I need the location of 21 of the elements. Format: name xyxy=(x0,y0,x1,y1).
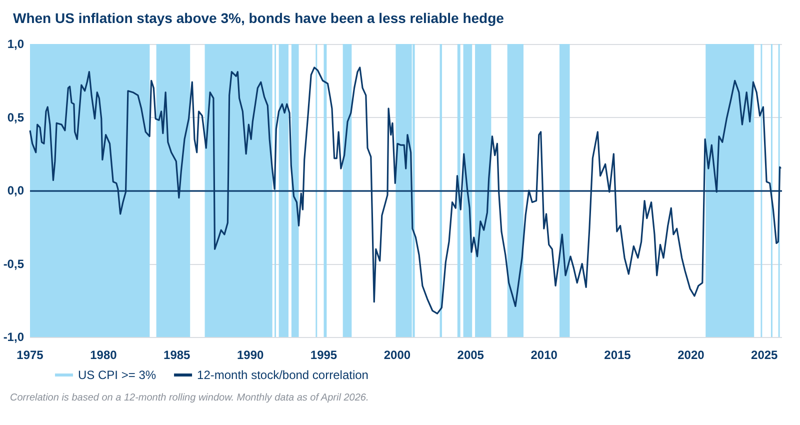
x-tick-label: 1980 xyxy=(90,348,118,362)
legend-label: US CPI >= 3% xyxy=(78,368,156,382)
x-tick-label: 2005 xyxy=(457,348,484,362)
legend-label: 12-month stock/bond correlation xyxy=(197,368,368,382)
y-tick-label: 1,0 xyxy=(7,37,24,51)
x-tick-label: 2015 xyxy=(604,348,632,362)
x-tick-label: 2025 xyxy=(751,348,778,362)
chart-title: When US inflation stays above 3%, bonds have been a less reliable hedge xyxy=(13,10,504,26)
x-tick-label: 1975 xyxy=(16,348,44,362)
y-tick-label: 0,0 xyxy=(7,184,24,198)
text: Correlation is based on a 12-month rolling window. Monthly data as of April 2026. xyxy=(10,392,369,404)
x-tick-label: 1990 xyxy=(236,348,264,362)
x-tick-label: 1985 xyxy=(164,348,191,362)
x-tick-label: 2000 xyxy=(384,348,411,362)
y-tick-label: 0,5 xyxy=(7,110,24,124)
x-tick-label: 2020 xyxy=(678,348,705,362)
x-tick-label: 2010 xyxy=(530,348,558,362)
x-tick-label: 1995 xyxy=(310,348,338,362)
y-tick-label: -0,5 xyxy=(3,256,24,271)
line-series xyxy=(29,66,782,314)
y-tick-label: -1,0 xyxy=(3,330,24,344)
